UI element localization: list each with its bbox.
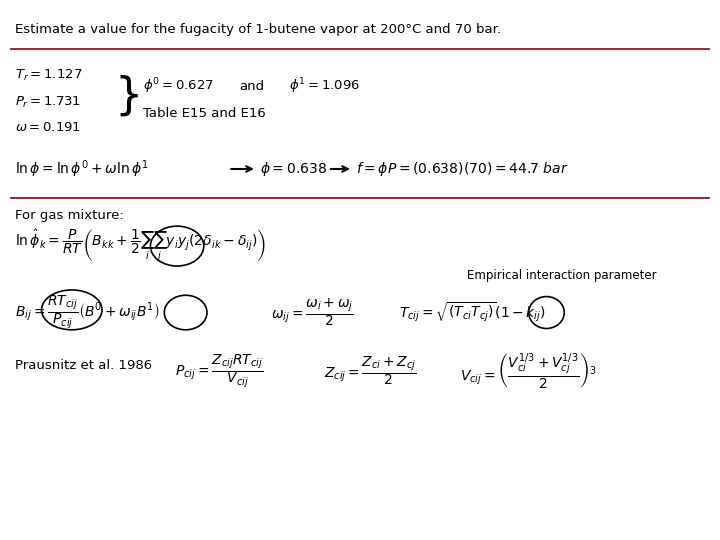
Text: $\ln\phi = \ln\phi^0 + \omega\ln\phi^1$: $\ln\phi = \ln\phi^0 + \omega\ln\phi^1$ (15, 158, 148, 180)
Text: Empirical interaction parameter: Empirical interaction parameter (467, 269, 657, 282)
Text: Prausnitz et al. 1986: Prausnitz et al. 1986 (15, 359, 152, 372)
Text: $\phi^1 = 1.096$: $\phi^1 = 1.096$ (289, 77, 360, 96)
Text: $Z_{cij} = \dfrac{Z_{ci} + Z_{cj}}{2}$: $Z_{cij} = \dfrac{Z_{ci} + Z_{cj}}{2}$ (325, 355, 418, 387)
Text: $T_{cij} = \sqrt{(T_{ci}T_{cj})}(1 - k_{ij})$: $T_{cij} = \sqrt{(T_{ci}T_{cj})}(1 - k_{… (399, 301, 546, 325)
Text: $B_{ij} = \dfrac{RT_{cij}}{P_{cij}}\left(B^0 + \omega_{ij}B^1\right)$: $B_{ij} = \dfrac{RT_{cij}}{P_{cij}}\left… (15, 294, 159, 331)
Text: $P_{cij} = \dfrac{Z_{cij}RT_{cij}}{V_{cij}}$: $P_{cij} = \dfrac{Z_{cij}RT_{cij}}{V_{ci… (175, 353, 264, 389)
Text: $\}$: $\}$ (114, 73, 139, 118)
Text: Table E15 and E16: Table E15 and E16 (143, 107, 266, 120)
Text: Estimate a value for the fugacity of 1-butene vapor at 200°C and 70 bar.: Estimate a value for the fugacity of 1-b… (15, 23, 501, 36)
Text: $V_{cij} = \left(\dfrac{V_{ci}^{1/3} + V_{cj}^{1/3}}{2}\right)^3$: $V_{cij} = \left(\dfrac{V_{ci}^{1/3} + V… (459, 351, 597, 391)
Text: $P_r = 1.731$: $P_r = 1.731$ (15, 94, 81, 110)
Text: and: and (239, 80, 264, 93)
Text: $T_r = 1.127$: $T_r = 1.127$ (15, 68, 82, 83)
Text: For gas mixture:: For gas mixture: (15, 209, 124, 222)
Text: $\omega = 0.191$: $\omega = 0.191$ (15, 121, 81, 134)
Text: $\phi = 0.638$: $\phi = 0.638$ (261, 160, 328, 178)
Text: $\phi^0 = 0.627$: $\phi^0 = 0.627$ (143, 77, 214, 96)
Text: $\omega_{ij} = \dfrac{\omega_i + \omega_j}{2}$: $\omega_{ij} = \dfrac{\omega_i + \omega_… (271, 296, 354, 328)
Text: $\ln\hat{\phi}_k = \dfrac{P}{RT}\left(B_{kk} + \dfrac{1}{2}\sum_i\sum_j y_i y_j : $\ln\hat{\phi}_k = \dfrac{P}{RT}\left(B_… (15, 228, 266, 265)
Text: $f = \phi P = (0.638)(70) = 44.7\ \it{bar}$: $f = \phi P = (0.638)(70) = 44.7\ \it{ba… (356, 160, 569, 178)
